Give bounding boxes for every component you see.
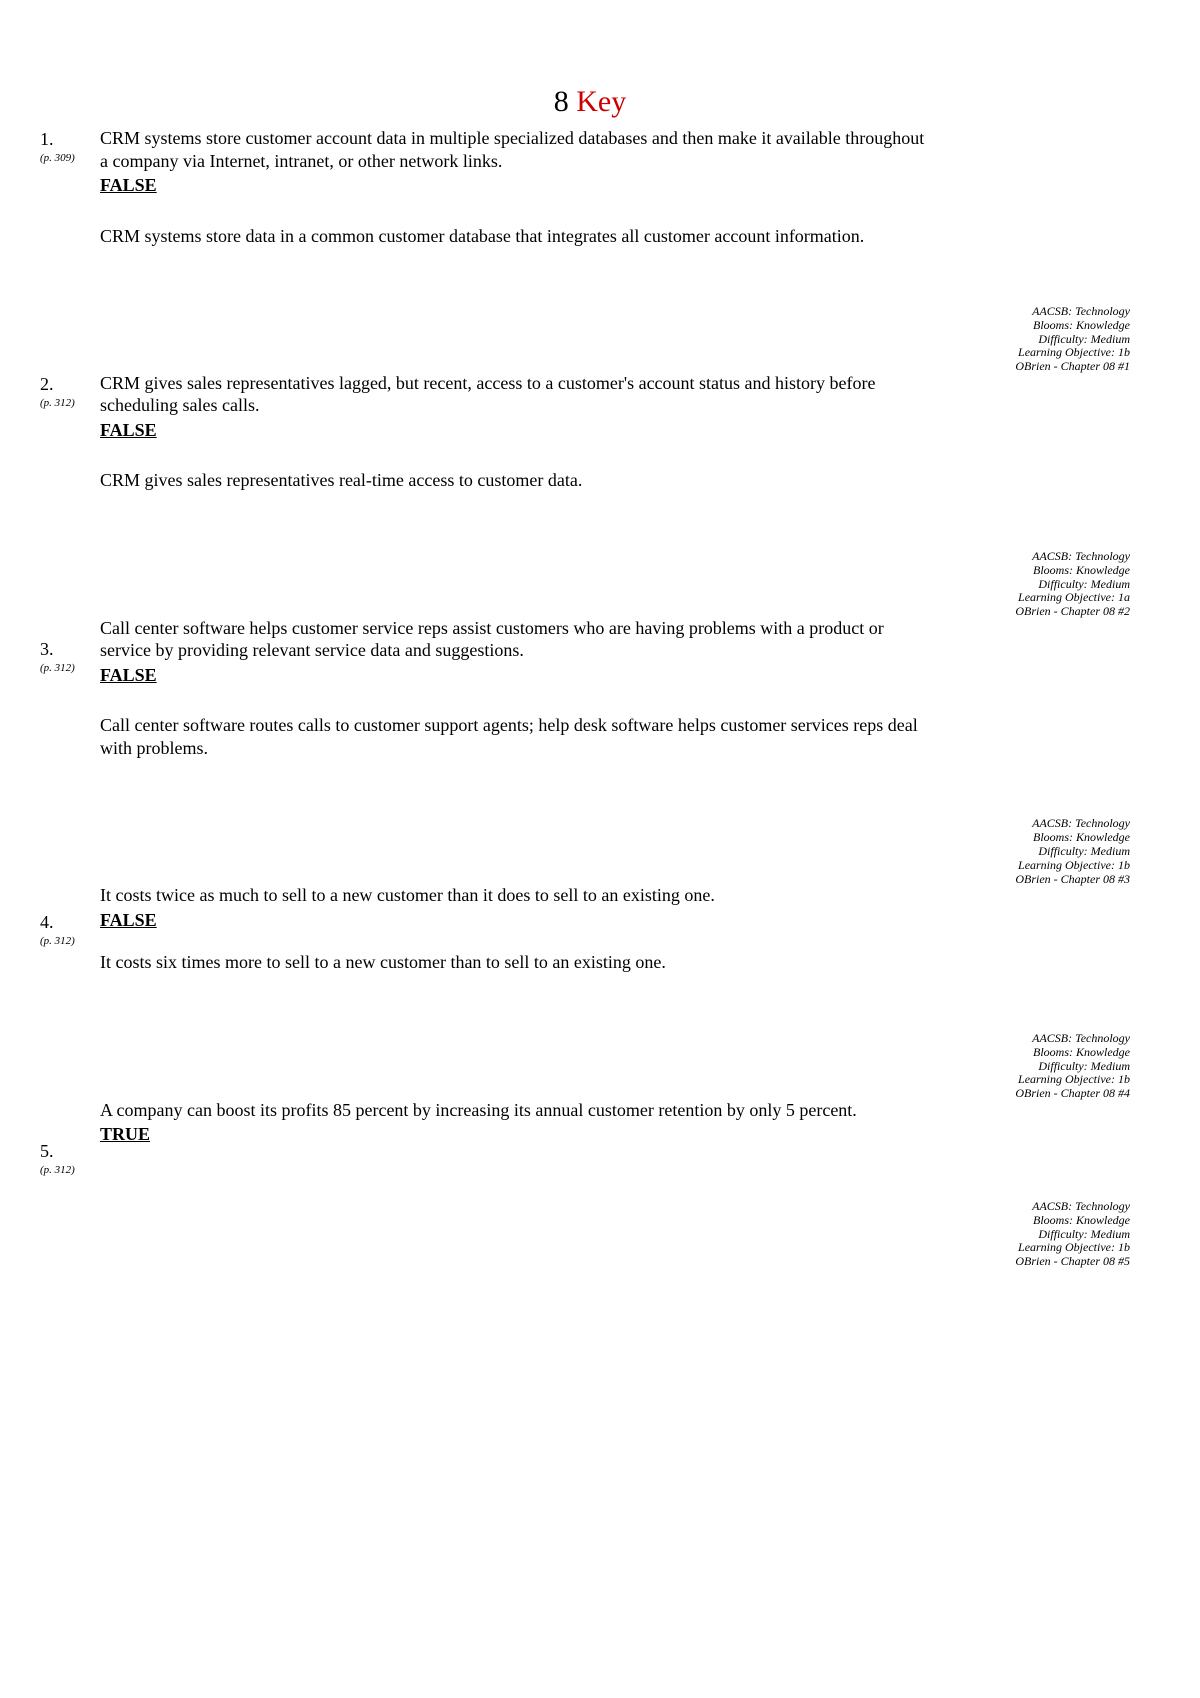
explanation-text: Call center software routes calls to cus…	[100, 714, 930, 759]
meta-line: AACSB: Technology	[40, 550, 1130, 564]
answer-label: FALSE	[100, 909, 157, 932]
meta-block: AACSB: Technology Blooms: Knowledge Diff…	[40, 1032, 1130, 1101]
meta-line: Blooms: Knowledge	[40, 1046, 1130, 1060]
question-text: A company can boost its profits 85 perce…	[100, 1099, 930, 1122]
meta-line: Blooms: Knowledge	[40, 564, 1130, 578]
question-row: 4. (p. 312) It costs twice as much to se…	[40, 884, 1140, 974]
question-number: 5.	[40, 1141, 100, 1162]
meta-block: AACSB: Technology Blooms: Knowledge Diff…	[40, 550, 1130, 619]
question-body: CRM systems store customer account data …	[100, 127, 1140, 197]
answer-label: TRUE	[100, 1123, 150, 1146]
page-ref: (p. 312)	[40, 935, 100, 947]
question-text: CRM systems store customer account data …	[100, 127, 930, 172]
question-number: 3.	[40, 639, 100, 660]
meta-line: Difficulty: Medium	[40, 333, 1130, 347]
question-body: A company can boost its profits 85 perce…	[100, 1099, 1140, 1146]
meta-block: AACSB: Technology Blooms: Knowledge Diff…	[40, 817, 1130, 886]
question-number: 2.	[40, 374, 100, 395]
explanation-text: CRM gives sales representatives real-tim…	[100, 469, 930, 492]
question-number-col: 4. (p. 312)	[40, 884, 100, 947]
question-text: Call center software helps customer serv…	[100, 617, 930, 662]
question-number: 4.	[40, 912, 100, 933]
explanation-text: CRM systems store data in a common custo…	[100, 225, 930, 248]
question-body: It costs twice as much to sell to a new …	[100, 884, 1140, 974]
answer-label: FALSE	[100, 419, 157, 442]
meta-line: AACSB: Technology	[40, 305, 1130, 319]
meta-line: OBrien - Chapter 08 #5	[40, 1255, 1130, 1269]
meta-line: Learning Objective: 1b	[40, 1073, 1130, 1087]
meta-line: Learning Objective: 1b	[40, 346, 1130, 360]
question-row: 1. (p. 309) CRM systems store customer a…	[40, 127, 1140, 197]
question-number-col: 3. (p. 312)	[40, 617, 100, 674]
question-body: CRM gives sales representatives lagged, …	[100, 372, 1140, 442]
question-text: CRM gives sales representatives lagged, …	[100, 372, 930, 417]
question-number-col: 5. (p. 312)	[40, 1099, 100, 1176]
question-text: It costs twice as much to sell to a new …	[100, 884, 930, 907]
meta-line: AACSB: Technology	[40, 1200, 1130, 1214]
meta-line: Learning Objective: 1b	[40, 859, 1130, 873]
page-ref: (p. 309)	[40, 152, 100, 164]
page-ref: (p. 312)	[40, 662, 100, 674]
meta-line: Blooms: Knowledge	[40, 831, 1130, 845]
meta-block: AACSB: Technology Blooms: Knowledge Diff…	[40, 305, 1130, 374]
meta-line: Learning Objective: 1a	[40, 591, 1130, 605]
meta-line: Difficulty: Medium	[40, 1060, 1130, 1074]
question-number-col: 1. (p. 309)	[40, 127, 100, 164]
question-number-col: 2. (p. 312)	[40, 372, 100, 409]
meta-line: Learning Objective: 1b	[40, 1241, 1130, 1255]
title-number: 8	[554, 85, 569, 118]
meta-line: Blooms: Knowledge	[40, 1214, 1130, 1228]
meta-block: AACSB: Technology Blooms: Knowledge Diff…	[40, 1200, 1130, 1269]
question-body: Call center software helps customer serv…	[100, 617, 1140, 687]
page-ref: (p. 312)	[40, 397, 100, 409]
question-row: 2. (p. 312) CRM gives sales representati…	[40, 372, 1140, 442]
meta-line: Difficulty: Medium	[40, 1228, 1130, 1242]
answer-label: FALSE	[100, 174, 157, 197]
title-word: Key	[576, 85, 626, 118]
meta-line: Difficulty: Medium	[40, 845, 1130, 859]
question-row: 5. (p. 312) A company can boost its prof…	[40, 1099, 1140, 1176]
explanation-text: It costs six times more to sell to a new…	[100, 951, 930, 974]
question-row: 3. (p. 312) Call center software helps c…	[40, 617, 1140, 687]
question-number: 1.	[40, 129, 100, 150]
answer-label: FALSE	[100, 664, 157, 687]
page-ref: (p. 312)	[40, 1164, 100, 1176]
meta-line: Difficulty: Medium	[40, 578, 1130, 592]
meta-line: AACSB: Technology	[40, 1032, 1130, 1046]
meta-line: AACSB: Technology	[40, 817, 1130, 831]
meta-line: Blooms: Knowledge	[40, 319, 1130, 333]
page-title: 8 Key	[40, 85, 1140, 119]
